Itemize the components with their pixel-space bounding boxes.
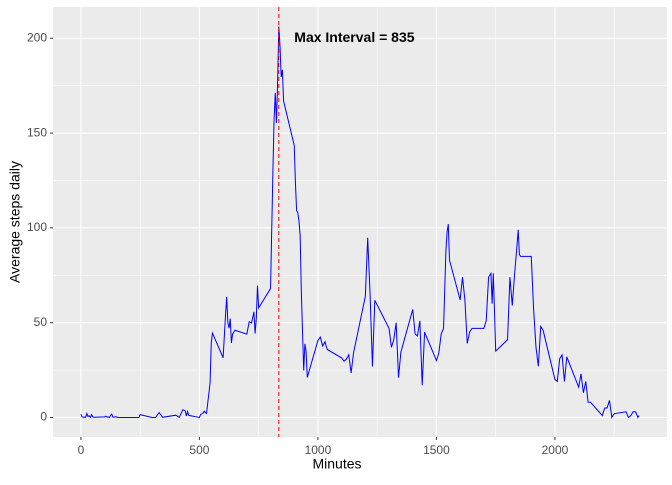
y-tick-label: 50 xyxy=(34,315,48,329)
y-axis-title: Average steps daily xyxy=(7,161,23,283)
x-tick-label: 2000 xyxy=(542,443,569,457)
y-tick-label: 200 xyxy=(27,30,47,44)
x-tick-label: 1500 xyxy=(423,443,450,457)
y-tick-label: 100 xyxy=(27,220,47,234)
annotation: Max Interval = 835 xyxy=(294,29,414,45)
y-tick-label: 0 xyxy=(40,410,47,424)
panel xyxy=(53,7,667,437)
x-axis-title: Minutes xyxy=(312,456,361,472)
line xyxy=(80,26,640,419)
x-tick-label: 1000 xyxy=(305,443,332,457)
y-tick-label: 150 xyxy=(27,125,47,139)
x-tick-label: 500 xyxy=(189,443,209,457)
x-tick-label: 0 xyxy=(78,443,85,457)
